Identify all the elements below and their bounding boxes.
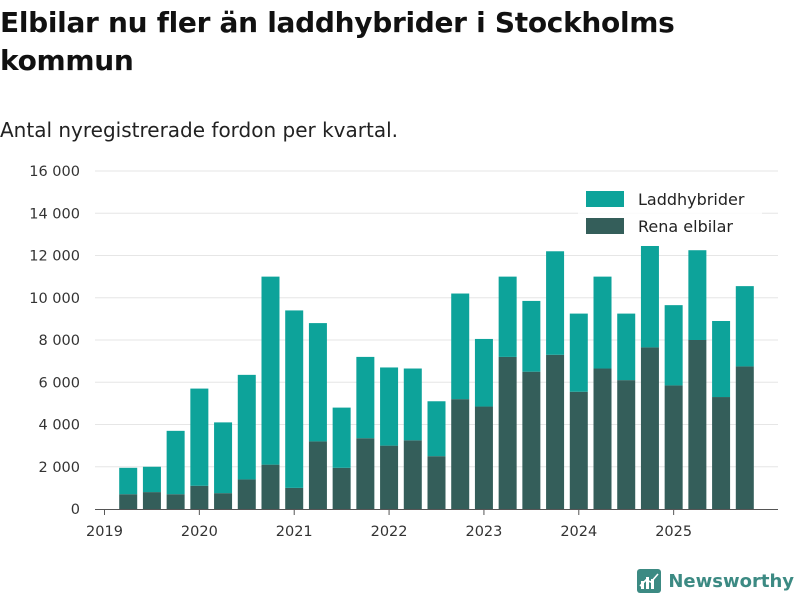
y-tick-label: 0 — [71, 502, 80, 518]
legend-item-rena-elbilar-label: Rena elbilar — [638, 217, 733, 236]
x-tick-label: 2021 — [276, 524, 313, 540]
bar-laddhybrider — [380, 367, 399, 446]
bar-laddhybrider — [166, 430, 185, 495]
legend: Laddhybrider Rena elbilar — [578, 184, 762, 244]
bar-rena-elbilar — [546, 354, 565, 509]
bar-rena-elbilar — [640, 347, 659, 509]
chart-subtitle: Antal nyregistrerade fordon per kvartal. — [0, 118, 399, 142]
y-axis: 0 2 000 4 000 6 000 8 000 10 000 12 000 14 000 1… — [29, 164, 80, 518]
bar-rena-elbilar — [166, 494, 185, 509]
bar-laddhybrider — [214, 422, 233, 494]
legend-item-rena-elbilar-swatch — [586, 218, 624, 234]
bar-laddhybrider — [688, 250, 707, 340]
bars — [119, 245, 754, 509]
bar-laddhybrider — [308, 323, 327, 442]
bar-laddhybrider — [237, 374, 256, 480]
bar-rena-elbilar — [474, 406, 493, 509]
brand-name: Newsworthy — [668, 570, 794, 592]
bar-laddhybrider — [474, 338, 493, 407]
bar-rena-elbilar — [237, 479, 256, 509]
bar-laddhybrider — [498, 276, 517, 357]
bar-rena-elbilar — [735, 366, 754, 509]
bar-laddhybrider — [569, 313, 588, 392]
bar-laddhybrider — [190, 388, 209, 486]
bar-laddhybrider — [546, 251, 565, 355]
newsworthy-icon — [637, 569, 662, 593]
bar-rena-elbilar — [451, 399, 470, 509]
bar-laddhybrider — [712, 320, 731, 398]
y-tick-label: 16 000 — [29, 164, 80, 180]
x-tick-label: 2024 — [560, 524, 597, 540]
bar-laddhybrider — [142, 466, 161, 493]
bar-laddhybrider — [593, 276, 612, 369]
bar-rena-elbilar — [664, 385, 683, 509]
bar-rena-elbilar — [119, 494, 138, 509]
bar-rena-elbilar — [285, 487, 304, 509]
bar-laddhybrider — [640, 245, 659, 348]
legend-item-laddhybrider-label: Laddhybrider — [638, 190, 745, 209]
chart-title: Elbilar nu fler än laddhybrider i Stockh… — [0, 6, 675, 77]
bar-rena-elbilar — [190, 485, 209, 509]
bar-rena-elbilar — [403, 440, 422, 509]
bar-laddhybrider — [427, 401, 446, 457]
grid-lines — [95, 170, 778, 468]
bar-laddhybrider — [735, 286, 754, 367]
bar-rena-elbilar — [688, 340, 707, 509]
bar-rena-elbilar — [569, 391, 588, 509]
bar-rena-elbilar — [261, 464, 280, 509]
x-axis: 2019 2020 2021 2022 2023 2024 2025 — [86, 509, 778, 540]
x-tick-label: 2025 — [655, 524, 692, 540]
y-tick-label: 8 000 — [38, 333, 80, 349]
y-tick-label: 6 000 — [38, 375, 80, 391]
bar-laddhybrider — [617, 313, 636, 381]
bar-rena-elbilar — [142, 492, 161, 509]
bar-laddhybrider — [451, 293, 470, 400]
bar-laddhybrider — [403, 368, 422, 441]
x-tick-label: 2020 — [181, 524, 218, 540]
x-tick-label: 2022 — [371, 524, 408, 540]
bar-rena-elbilar — [356, 438, 375, 509]
bar-laddhybrider — [332, 407, 351, 468]
y-tick-label: 2 000 — [38, 460, 80, 476]
bar-rena-elbilar — [214, 493, 233, 509]
legend-item-laddhybrider-swatch — [586, 191, 624, 207]
bar-rena-elbilar — [380, 445, 399, 509]
bar-laddhybrider — [285, 310, 304, 488]
bar-rena-elbilar — [308, 441, 327, 509]
newsworthy-logo: Newsworthy — [636, 568, 794, 594]
y-tick-label: 12 000 — [29, 249, 80, 265]
bar-rena-elbilar — [712, 397, 731, 509]
y-tick-label: 14 000 — [29, 206, 80, 222]
bar-laddhybrider — [522, 300, 541, 372]
x-tick-label: 2019 — [86, 524, 123, 540]
bar-laddhybrider — [664, 305, 683, 386]
bar-laddhybrider — [119, 467, 138, 495]
bar-rena-elbilar — [593, 368, 612, 509]
bar-rena-elbilar — [617, 380, 636, 509]
bar-rena-elbilar — [332, 467, 351, 509]
bar-laddhybrider — [261, 276, 280, 465]
bar-laddhybrider — [356, 356, 375, 439]
x-tick-label: 2023 — [465, 524, 502, 540]
bar-rena-elbilar — [498, 356, 517, 509]
bar-rena-elbilar — [427, 456, 446, 509]
y-tick-label: 4 000 — [38, 418, 80, 434]
bar-rena-elbilar — [522, 371, 541, 509]
y-tick-label: 10 000 — [29, 291, 80, 307]
